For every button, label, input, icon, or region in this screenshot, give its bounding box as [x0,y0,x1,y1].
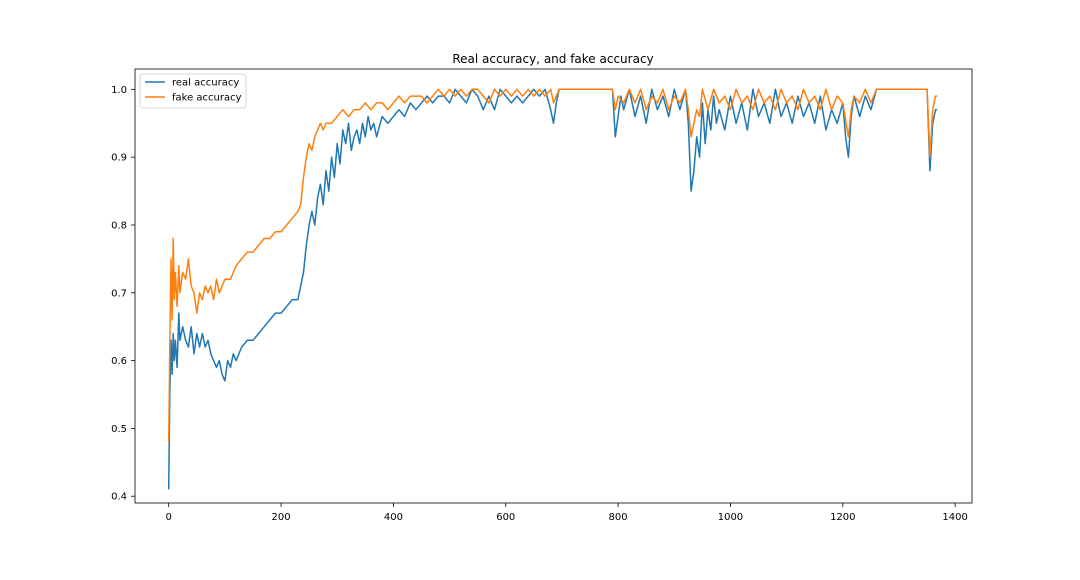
x-tick-label: 400 [384,512,403,523]
y-tick-label: 0.6 [111,356,127,367]
legend: real accuracy fake accuracy [139,73,247,109]
x-tick-label: 1400 [942,512,967,523]
legend-label-fake-accuracy: fake accuracy [172,93,242,104]
legend-label-real-accuracy: real accuracy [172,78,239,89]
axes-frame [134,68,973,504]
y-tick-label: 0.5 [111,424,127,435]
y-tick-label: 0.7 [111,288,127,299]
series-layer [167,88,938,490]
legend-box [139,73,247,109]
x-tick-label: 1200 [830,512,855,523]
y-tick-label: 1.0 [111,85,127,96]
x-axis: 0 200 400 600 800 1000 1200 1400 [166,503,968,523]
x-tick-label: 600 [496,512,515,523]
series-line-real-accuracy [167,88,938,490]
plot-area [134,68,973,504]
y-axis: 0.4 0.5 0.6 0.7 0.8 0.9 1.0 [111,85,135,503]
x-tick-label: 1000 [718,512,743,523]
y-tick-label: 0.9 [111,153,127,164]
chart-title: Real accuracy, and fake accuracy [452,52,653,66]
y-tick-label: 0.8 [111,220,127,231]
y-tick-label: 0.4 [111,492,127,503]
x-tick-label: 800 [609,512,628,523]
x-tick-label: 200 [272,512,291,523]
series-line-fake-accuracy [167,88,938,443]
x-tick-label: 0 [166,512,172,523]
